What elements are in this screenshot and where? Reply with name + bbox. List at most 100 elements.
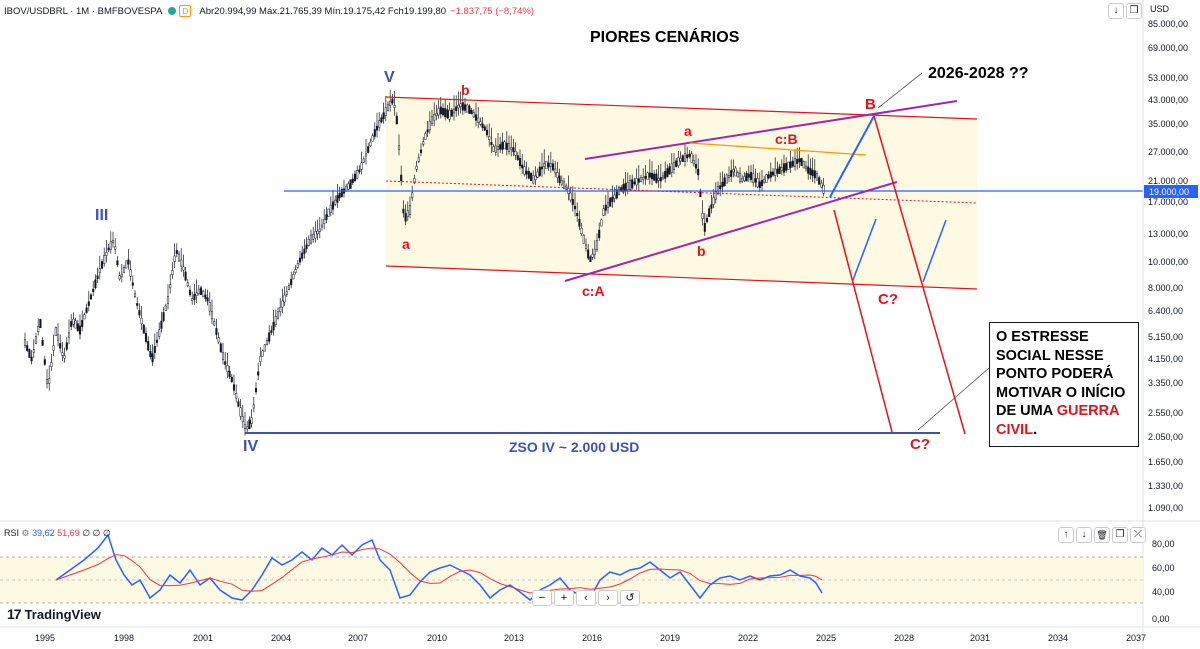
candle-body: [424, 133, 427, 140]
wave-b2-label: b: [697, 243, 706, 259]
candle-body: [554, 168, 557, 174]
collapse-pane-icon[interactable]: ⤫: [1130, 527, 1146, 543]
candle-body: [441, 107, 445, 116]
candle-body: [389, 100, 392, 106]
candle-body: [78, 325, 82, 335]
candle-body: [540, 166, 544, 170]
wave-c1-label: C?: [878, 291, 898, 308]
candle-body: [455, 106, 458, 112]
wave-ca-label: c:A: [582, 283, 605, 299]
candle-body: [177, 253, 181, 262]
candle-body: [771, 171, 775, 176]
candle-body: [210, 310, 214, 320]
scroll-left-button[interactable]: ‹: [576, 590, 596, 606]
candle-body: [204, 294, 207, 299]
candle-body: [195, 292, 198, 296]
move-up-icon[interactable]: ↑: [1058, 527, 1074, 543]
candle-body: [545, 160, 548, 170]
candle-body: [800, 157, 803, 167]
candle-body: [252, 404, 255, 409]
candle-body: [769, 171, 772, 178]
candle-body: [397, 145, 401, 150]
candle-body: [72, 318, 75, 325]
price-axis[interactable]: 85.000,00 69.000,00 53.000,00 43.000,00 35.0…: [1148, 19, 1188, 513]
candle-body: [472, 112, 475, 118]
candle-body: [807, 166, 810, 174]
candle-body: [435, 113, 438, 116]
candle-body: [378, 120, 381, 128]
candle-body: [265, 340, 269, 345]
time-tick-label: 2016: [582, 633, 602, 643]
candle-body: [602, 208, 605, 216]
rsi-label[interactable]: RSI: [4, 528, 20, 538]
candle-body: [287, 285, 291, 290]
time-tick-label: 2031: [970, 633, 990, 643]
candle-body: [626, 182, 629, 191]
wedge-top-line: [584, 100, 958, 160]
move-down-icon[interactable]: ↓: [1076, 527, 1092, 543]
candle-body: [52, 345, 55, 351]
price-tick-label: 8.000,00: [1148, 283, 1183, 293]
restore-pane-icon[interactable]: ❐: [1126, 3, 1142, 19]
candle-body: [532, 175, 535, 184]
candle-body: [642, 177, 645, 180]
candle-body: [725, 174, 728, 184]
candle-body: [37, 326, 40, 332]
candle-body: [686, 154, 689, 159]
candle-body: [89, 294, 93, 300]
candle-body: [131, 282, 134, 286]
gear-icon[interactable]: ⚙: [21, 528, 30, 538]
candle-body: [230, 376, 233, 383]
candle-body: [776, 168, 779, 174]
tradingview-logo[interactable]: 17 TradingView: [7, 606, 101, 622]
candle-body: [741, 178, 744, 182]
candle-body: [675, 160, 678, 168]
candle-body: [312, 234, 315, 240]
candle-body: [158, 329, 161, 337]
candle-body: [705, 217, 709, 223]
price-tick-label: 3.350,00: [1148, 378, 1183, 388]
candle-body: [466, 104, 469, 113]
candle-body: [175, 250, 178, 254]
zoom-in-button[interactable]: +: [554, 590, 574, 606]
symbol-label[interactable]: IBOV/USDBRL · 1M · BMFBOVESPA: [4, 5, 163, 17]
delayed-badge: D: [179, 5, 192, 17]
candle-body: [270, 330, 273, 333]
candle-body: [353, 173, 357, 182]
target-years-label: 2026-2028 ??: [928, 65, 1029, 82]
candle-body: [450, 109, 453, 117]
wave-v-label: V: [384, 69, 395, 86]
maximize-pane-icon[interactable]: ❐: [1112, 527, 1128, 543]
candle-body: [479, 121, 482, 125]
candle-body: [611, 196, 614, 203]
candle-body: [347, 183, 350, 190]
candle-body: [547, 162, 550, 168]
candle-body: [573, 205, 577, 210]
candle-body: [558, 175, 561, 183]
zoom-out-button[interactable]: −: [532, 590, 552, 606]
ohlc-values: Abr20.994,99 Máx.21.765,39 Mín.19.175,42…: [199, 5, 447, 17]
orange-resistance-line: [689, 142, 867, 156]
reset-chart-button[interactable]: ↺: [620, 590, 640, 606]
wave-cb-label: c:B: [775, 131, 798, 147]
price-tick-label: 2.050,00: [1148, 432, 1183, 442]
candle-body: [732, 169, 735, 173]
scroll-right-button[interactable]: ›: [598, 590, 618, 606]
candle-body: [155, 339, 159, 343]
candle-body: [796, 158, 799, 164]
candle-body: [692, 160, 695, 165]
candle-body: [648, 172, 651, 178]
candle-body: [633, 181, 636, 185]
candle-body: [787, 161, 790, 170]
arrow-down-icon[interactable]: ↓: [1108, 3, 1124, 19]
candle-body: [254, 387, 258, 393]
candle-body: [140, 317, 143, 325]
candle-body: [325, 214, 328, 221]
candle-body: [604, 204, 607, 211]
delete-icon[interactable]: 🗑: [1094, 527, 1110, 543]
candle-body: [63, 355, 66, 359]
candle-body: [408, 205, 412, 215]
time-axis[interactable]: 1995 1998 2001 2004 2007 2010 2013 2016 2019 2022…: [35, 633, 1146, 643]
candle-body: [664, 170, 667, 179]
candle-body: [639, 177, 643, 182]
